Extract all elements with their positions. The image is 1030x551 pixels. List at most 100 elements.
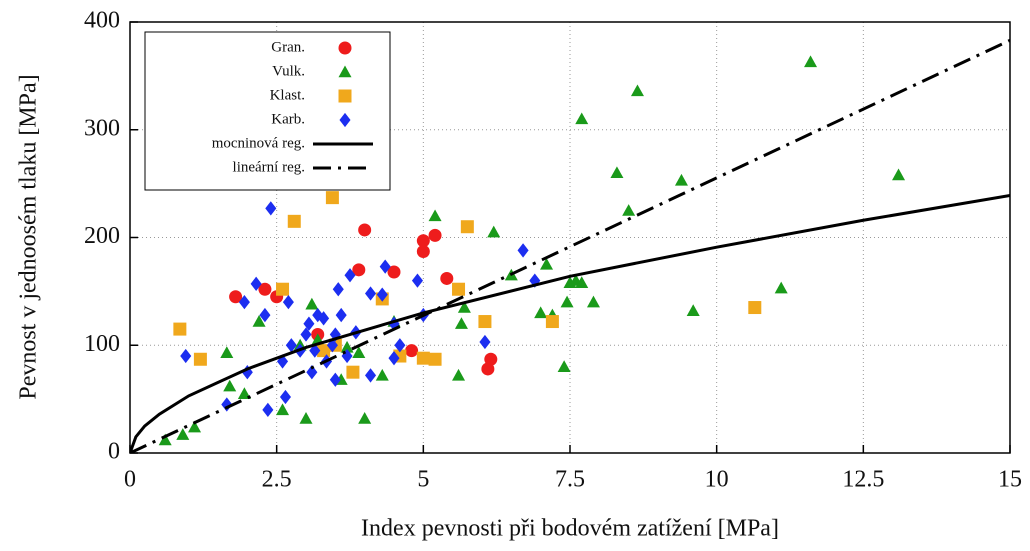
point	[892, 168, 906, 181]
y-tick-label: 100	[84, 331, 120, 357]
point	[265, 201, 277, 216]
point	[241, 365, 253, 380]
point	[285, 338, 297, 353]
point	[220, 346, 234, 358]
legend-box	[144, 31, 391, 191]
point	[223, 379, 237, 392]
y-tick-label: 400	[84, 8, 120, 34]
point	[335, 307, 347, 323]
point	[774, 281, 788, 294]
legend-marker	[338, 41, 352, 55]
legend-marker	[338, 89, 352, 103]
point	[416, 245, 430, 259]
point	[303, 316, 315, 331]
point	[352, 263, 366, 277]
point	[375, 368, 389, 381]
point	[575, 112, 589, 125]
legend-text: Klast.	[270, 87, 305, 103]
x-tick-label: 5	[417, 467, 429, 493]
regression-line	[130, 38, 1010, 453]
point	[394, 338, 406, 353]
point	[517, 243, 529, 258]
legend-text: lineární reg.	[233, 159, 305, 175]
point	[358, 412, 372, 424]
point	[238, 295, 250, 310]
point	[454, 317, 468, 329]
point	[329, 372, 341, 387]
point	[340, 340, 354, 353]
point	[411, 273, 423, 288]
point	[478, 315, 492, 329]
point	[176, 428, 190, 440]
point	[229, 290, 243, 304]
plot-frame	[129, 21, 1011, 454]
point	[428, 228, 442, 242]
point	[237, 387, 251, 399]
x-axis-label: Index pevnosti při bodovém zatížení [MPa…	[361, 516, 779, 542]
point	[452, 282, 466, 296]
point	[387, 265, 401, 279]
point	[686, 304, 700, 316]
point	[221, 397, 233, 412]
point	[276, 403, 290, 416]
point	[674, 173, 688, 186]
legend-text: Vulk.	[272, 63, 305, 79]
x-tick-label: 7.5	[555, 467, 585, 493]
legend-text: Gran.	[271, 39, 305, 55]
point	[804, 55, 818, 68]
x-tick-label: 2.5	[262, 467, 292, 493]
y-tick-label: 0	[108, 439, 120, 465]
point	[276, 282, 290, 296]
point	[428, 352, 442, 366]
point	[428, 209, 442, 222]
point	[282, 295, 294, 310]
point	[534, 306, 548, 319]
y-tick-label: 200	[84, 223, 120, 249]
point	[332, 282, 344, 297]
point	[610, 166, 624, 179]
point	[376, 287, 388, 302]
y-tick-label: 300	[84, 115, 120, 141]
point	[452, 368, 466, 381]
x-tick-label: 10	[705, 467, 729, 493]
point	[416, 351, 430, 365]
y-axis-label: Pevnost v jednoosém tlaku [MPa]	[16, 74, 42, 399]
point	[250, 276, 262, 291]
x-tick-label: 15	[998, 467, 1022, 493]
point	[306, 365, 318, 380]
point	[325, 191, 339, 205]
legend-text: Karb.	[271, 111, 305, 127]
point	[279, 389, 291, 405]
point	[344, 268, 356, 283]
point	[262, 402, 274, 418]
legend-marker	[339, 112, 351, 128]
point	[586, 295, 600, 308]
point	[180, 348, 192, 364]
regression-line	[130, 193, 1010, 453]
point	[305, 297, 319, 310]
point	[379, 259, 391, 274]
point	[299, 412, 313, 424]
point	[560, 295, 574, 308]
point	[416, 234, 430, 248]
point	[252, 315, 266, 327]
point	[630, 84, 644, 97]
point	[318, 311, 330, 326]
point	[358, 223, 372, 237]
point	[312, 307, 324, 323]
point	[557, 360, 571, 372]
point	[479, 334, 491, 350]
point	[277, 354, 289, 369]
point	[346, 365, 360, 379]
point	[188, 420, 202, 433]
point	[365, 286, 377, 301]
point	[487, 225, 501, 238]
point	[440, 271, 454, 285]
point	[460, 220, 474, 234]
point	[388, 351, 400, 366]
point	[258, 282, 272, 296]
x-tick-label: 12.5	[842, 467, 884, 493]
point	[317, 344, 331, 358]
point	[457, 301, 471, 313]
